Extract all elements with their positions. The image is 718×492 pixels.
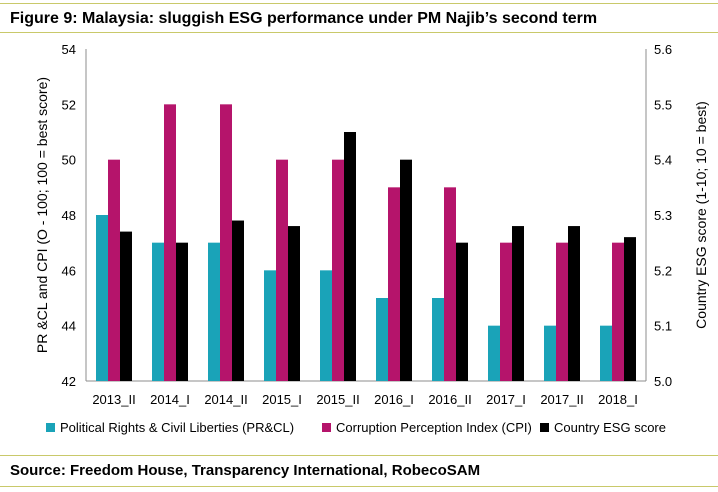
- bar: [96, 215, 108, 381]
- bar: [164, 104, 176, 381]
- bar: [600, 325, 612, 381]
- x-tick-label: 2016_I: [374, 392, 414, 407]
- y-tick-label: 44: [62, 319, 76, 334]
- bar: [556, 242, 568, 381]
- x-tick-label: 2018_I: [598, 392, 638, 407]
- legend-swatch: [540, 423, 549, 432]
- y2-tick-label: 5.4: [654, 153, 672, 168]
- x-tick-label: 2014_II: [204, 392, 247, 407]
- x-tick-label: 2013_II: [92, 392, 135, 407]
- top-rule: [0, 3, 718, 4]
- bar: [456, 242, 468, 381]
- bar: [108, 159, 120, 381]
- y-axis-title: PR &CL and CPI (O - 100; 100 = best scor…: [34, 77, 50, 353]
- y2-tick-label: 5.1: [654, 319, 672, 334]
- x-tick-label: 2015_II: [316, 392, 359, 407]
- figure-title: Figure 9: Malaysia: sluggish ESG perform…: [10, 10, 598, 27]
- bar: [344, 132, 356, 381]
- x-tick-label: 2015_I: [262, 392, 302, 407]
- legend-swatch: [322, 423, 331, 432]
- bar: [544, 325, 556, 381]
- bar: [512, 226, 524, 381]
- bar: [120, 231, 132, 381]
- y2-tick-label: 5.3: [654, 208, 672, 223]
- title-rule: [0, 32, 718, 33]
- y-tick-label: 48: [62, 208, 76, 223]
- bar: [500, 242, 512, 381]
- bar: [208, 242, 220, 381]
- legend-swatch: [46, 423, 55, 432]
- y2-tick-label: 5.2: [654, 263, 672, 278]
- bar: [568, 226, 580, 381]
- bar: [320, 270, 332, 381]
- bar: [264, 270, 276, 381]
- legend-label: Political Rights & Civil Liberties (PR&C…: [60, 420, 294, 435]
- y-tick-label: 52: [62, 97, 76, 112]
- bar: [388, 187, 400, 381]
- y2-tick-label: 5.5: [654, 97, 672, 112]
- bar: [444, 187, 456, 381]
- y-tick-label: 42: [62, 374, 76, 389]
- y2-tick-label: 5.6: [654, 42, 672, 57]
- bar: [220, 104, 232, 381]
- bar: [288, 226, 300, 381]
- y-tick-label: 46: [62, 263, 76, 278]
- bar: [624, 237, 636, 381]
- bar: [232, 220, 244, 381]
- bar: [332, 159, 344, 381]
- bar: [400, 159, 412, 381]
- bar: [152, 242, 164, 381]
- bar: [376, 298, 388, 381]
- y2-tick-label: 5.0: [654, 374, 672, 389]
- y2-axis-title: Country ESG score (1-10; 10 = best): [693, 101, 709, 329]
- x-tick-label: 2016_II: [428, 392, 471, 407]
- y-tick-label: 54: [62, 42, 76, 57]
- x-tick-label: 2017_I: [486, 392, 526, 407]
- source-note: Source: Freedom House, Transparency Inte…: [10, 462, 481, 479]
- bar: [276, 159, 288, 381]
- legend-label: Country ESG score: [554, 420, 666, 435]
- bottom-rule: [0, 486, 718, 487]
- y-tick-label: 50: [62, 153, 76, 168]
- source-top-rule: [0, 455, 718, 456]
- bar: [432, 298, 444, 381]
- bar: [488, 325, 500, 381]
- legend-label: Corruption Perception Index (CPI): [336, 420, 532, 435]
- bar: [176, 242, 188, 381]
- x-tick-label: 2017_II: [540, 392, 583, 407]
- x-tick-label: 2014_I: [150, 392, 190, 407]
- bar: [612, 242, 624, 381]
